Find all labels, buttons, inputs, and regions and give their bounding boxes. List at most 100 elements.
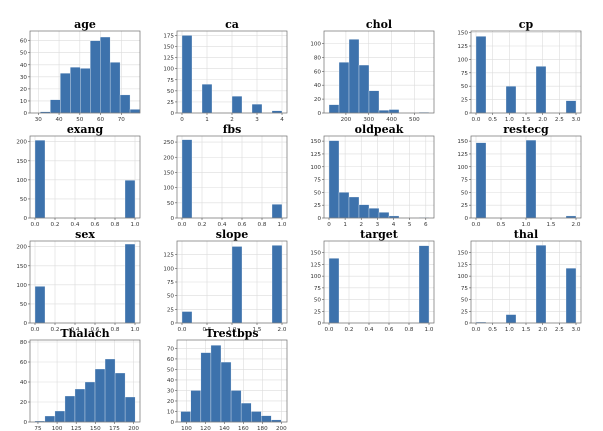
y-tick-label: 150 (310, 139, 321, 145)
histogram-bar (378, 212, 390, 219)
y-tick-label: 150 (457, 31, 468, 37)
y-tick-label: 125 (457, 44, 468, 50)
x-tick-label: 70 (118, 117, 126, 123)
y-tick-label: 200 (16, 140, 27, 146)
histogram-plot: 0.0 0.2 0.4 0.6 0.8 1.0 0 50 100 150 200 250 (163, 135, 288, 228)
x-tick-label: 0.6 (91, 222, 100, 228)
histogram-bar (328, 104, 340, 114)
histogram-bar (368, 208, 380, 219)
y-tick-label: 60 (20, 39, 28, 45)
x-tick-label: 1.5 (522, 327, 531, 333)
x-tick-label: 1.5 (253, 327, 262, 333)
x-tick-label: 100 (52, 426, 63, 431)
x-tick-label: 180 (257, 426, 268, 431)
y-tick-label: 20 (20, 87, 28, 93)
y-tick-label: 30 (20, 75, 28, 81)
histogram-bar (114, 372, 126, 423)
y-tick-label: 150 (457, 251, 468, 257)
y-tick-label: 30 (167, 388, 175, 394)
histogram-bar (565, 100, 577, 114)
x-tick-label: 2 (230, 117, 234, 123)
histogram-bar (124, 243, 136, 324)
y-tick-label: 100 (310, 42, 321, 48)
y-tick-label: 50 (20, 51, 28, 57)
chart-title: Thalach (60, 327, 110, 340)
chart-title: restecg (503, 123, 549, 136)
histogram-target: target 0.0 0.2 0.4 0.6 0.8 1.0 0 25 50 75 100 125 150 (310, 228, 435, 333)
x-tick-label: 0.8 (405, 327, 414, 333)
histogram-restecg: restecg 0.0 0.5 1.0 1.5 2.0 0 25 50 75 100 125 150 (457, 123, 582, 228)
histogram-bar (505, 314, 517, 324)
x-tick-label: 0.8 (258, 222, 267, 228)
x-tick-label: 75 (34, 426, 42, 431)
y-tick-label: 40 (167, 378, 175, 384)
y-tick-label: 100 (16, 178, 27, 184)
y-tick-label: 200 (163, 155, 174, 161)
plot-frame (29, 30, 141, 114)
x-tick-label: 0.0 (472, 222, 481, 228)
histogram-bar (181, 139, 193, 219)
y-tick-label: 60 (314, 69, 322, 75)
chart-title: age (74, 18, 96, 31)
histogram-fbs: fbs 0.0 0.2 0.4 0.6 0.8 1.0 0 50 100 150 200 250 (163, 123, 288, 228)
y-tick-label: 20 (167, 399, 175, 405)
y-tick-label: 40 (20, 63, 28, 69)
histogram-bar (80, 68, 91, 114)
histogram-bar (100, 36, 111, 114)
histogram-bar (84, 381, 96, 423)
chart-title: chol (365, 18, 393, 31)
y-tick-label: 100 (457, 165, 468, 171)
y-tick-label: 100 (457, 57, 468, 63)
histogram-bar (64, 395, 76, 423)
y-tick-label: 100 (163, 67, 174, 73)
y-tick-label: 0 (170, 420, 174, 426)
y-tick-label: 125 (310, 152, 321, 158)
y-tick-label: 150 (16, 159, 27, 165)
x-tick-label: 2.0 (538, 117, 547, 123)
x-tick-label: 0.2 (198, 222, 207, 228)
x-tick-label: 50 (76, 117, 84, 123)
histogram-sex: sex 0.0 0.2 0.4 0.6 0.8 1.0 0 50 100 150 200 (16, 228, 141, 333)
x-tick-label: 0.5 (203, 327, 212, 333)
histogram-bar (90, 40, 101, 114)
histogram-bar (525, 139, 537, 219)
x-tick-label: 175 (109, 426, 120, 431)
histogram-bar (358, 204, 370, 219)
y-tick-label: 50 (461, 84, 469, 90)
x-tick-label: 120 (200, 426, 211, 431)
x-tick-label: 1.5 (522, 117, 531, 123)
x-tick-label: 2.5 (555, 117, 564, 123)
histogram-bar (271, 245, 283, 324)
y-tick-label: 0 (23, 420, 27, 426)
x-tick-label: 200 (276, 426, 287, 431)
x-tick-label: 1.0 (505, 327, 514, 333)
histogram-bar (124, 180, 136, 219)
histogram-plot: 0.0 0.5 1.0 1.5 2.0 2.5 3.0 0 25 50 75 100 125 150 (457, 240, 582, 333)
y-tick-label: 50 (167, 367, 175, 373)
y-tick-label: 100 (310, 274, 321, 280)
x-tick-label: 1.0 (522, 222, 531, 228)
chart-title: sex (75, 228, 95, 241)
y-tick-label: 75 (167, 78, 175, 84)
x-tick-label: 2.0 (572, 222, 581, 228)
histogram-bar (328, 140, 340, 219)
x-tick-label: 300 (363, 117, 374, 123)
y-tick-label: 200 (16, 245, 27, 251)
x-tick-label: 400 (386, 117, 397, 123)
x-tick-label: 2.0 (538, 327, 547, 333)
histogram-bar (230, 390, 242, 423)
y-tick-label: 0 (170, 321, 174, 327)
y-tick-label: 150 (457, 139, 468, 145)
histogram-plot: 0.0 0.5 1.0 1.5 2.0 2.5 3.0 0 25 50 75 100 125 150 (457, 31, 582, 123)
y-tick-label: 100 (163, 266, 174, 272)
y-tick-label: 100 (457, 274, 468, 280)
histogram-thalach: Thalach 75 100 125 150 175 200 0 20 40 60 80 (20, 327, 141, 431)
chart-title: exang (66, 123, 104, 136)
y-tick-label: 50 (314, 190, 322, 196)
histogram-bar (348, 39, 360, 114)
x-tick-label: 2 (359, 222, 363, 228)
histogram-bar (368, 90, 380, 114)
chart-title: oldpeak (354, 123, 404, 136)
y-tick-label: 75 (461, 286, 469, 292)
histogram-plot: 0.0 0.5 1.0 1.5 2.0 0 25 50 75 100 125 150 (457, 135, 582, 228)
